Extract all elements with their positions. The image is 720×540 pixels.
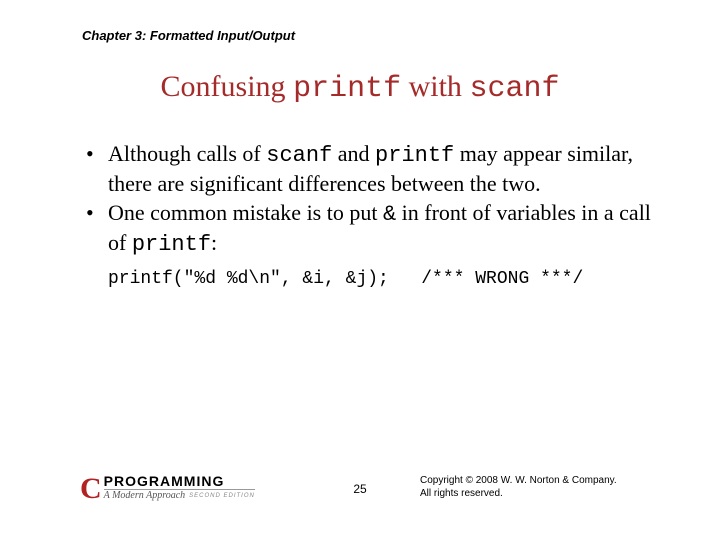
chapter-header: Chapter 3: Formatted Input/Output xyxy=(82,28,295,43)
copyright-line-1: Copyright © 2008 W. W. Norton & Company. xyxy=(420,474,630,487)
title-code-printf: printf xyxy=(293,72,401,106)
title-pre: Confusing xyxy=(161,70,294,103)
bullet-1-code-printf: printf xyxy=(375,143,454,168)
title-code-scanf: scanf xyxy=(469,72,559,106)
bullet-2-text-a: One common mistake is to put xyxy=(108,200,383,225)
bullet-1-code-scanf: scanf xyxy=(266,143,332,168)
copyright-line-2: All rights reserved. xyxy=(420,487,630,500)
bullet-2: One common mistake is to put & in front … xyxy=(80,199,660,258)
copyright-notice: Copyright © 2008 W. W. Norton & Company.… xyxy=(420,474,630,500)
slide-title: Confusing printf with scanf xyxy=(0,70,720,106)
bullet-2-code-printf: printf xyxy=(132,232,211,257)
bullet-1-text-a: Although calls of xyxy=(108,141,266,166)
bullet-1: Although calls of scanf and printf may a… xyxy=(80,140,660,197)
title-mid: with xyxy=(401,70,469,103)
footer: C PROGRAMMING A Modern ApproachSECOND ED… xyxy=(0,460,720,508)
bullet-2-text-c: : xyxy=(211,230,217,255)
bullet-2-code-amp: & xyxy=(383,202,396,227)
bullet-1-text-b: and xyxy=(332,141,375,166)
code-example: printf("%d %d\n", &i, &j); /*** WRONG **… xyxy=(108,268,660,291)
content-area: Although calls of scanf and printf may a… xyxy=(80,140,660,291)
